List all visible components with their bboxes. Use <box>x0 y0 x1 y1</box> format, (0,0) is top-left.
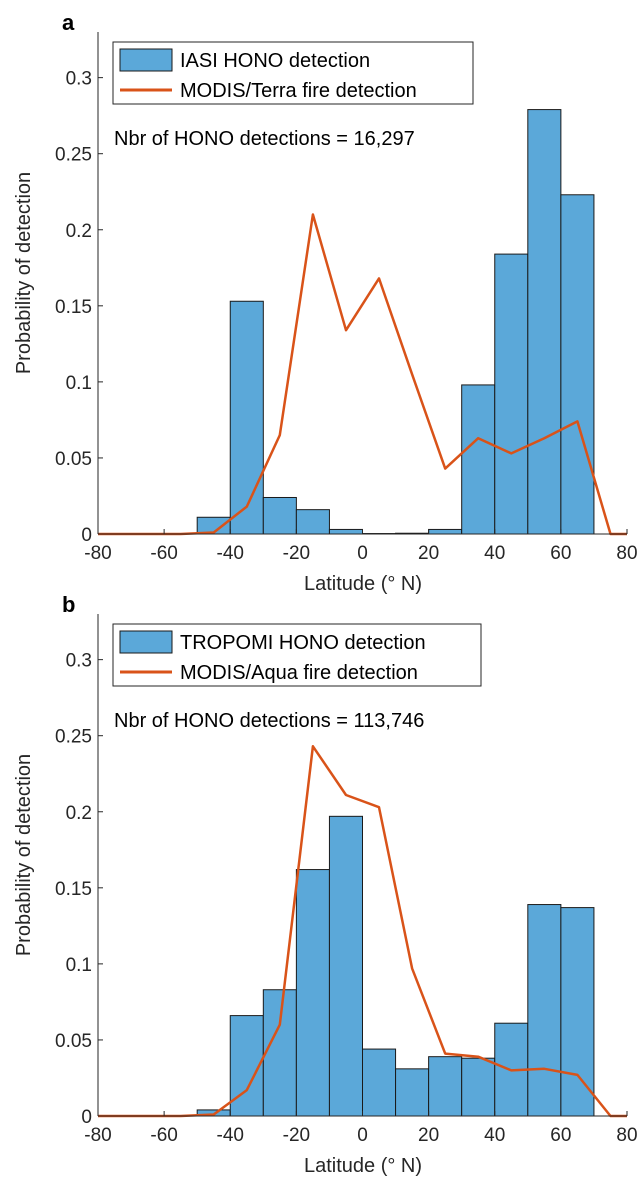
legend-line-label-a: MODIS/Terra fire detection <box>180 80 417 102</box>
histogram-bar-b <box>527 904 562 1117</box>
y-tick-label-a: 0.05 <box>55 449 92 470</box>
histogram-bar-a <box>262 496 297 535</box>
legend-bar-swatch-b <box>119 630 173 654</box>
x-axis-label-b: Latitude (° N) <box>304 1155 422 1177</box>
x-tick-label-a: 60 <box>550 543 571 564</box>
y-tick-label-b: 0.25 <box>55 727 92 748</box>
y-tick-label-a: 0.3 <box>66 69 92 90</box>
y-tick-label-b: 0 <box>81 1107 92 1128</box>
x-tick-label-a: 0 <box>357 543 368 564</box>
x-tick-label-a: -60 <box>150 543 177 564</box>
histogram-bar-a <box>295 509 330 535</box>
x-tick-label-b: -20 <box>283 1125 310 1146</box>
y-axis-label-b: Probability of detection <box>13 754 35 956</box>
legend-a: IASI HONO detection MODIS/Terra fire det… <box>112 41 474 105</box>
histogram-bar-b <box>461 1057 496 1117</box>
x-tick-label-a: 80 <box>616 543 637 564</box>
detections-count-annotation-a: Nbr of HONO detections = 16,297 <box>114 128 415 150</box>
histogram-bar-b <box>362 1048 397 1117</box>
histogram-bar-a <box>328 528 363 535</box>
panel-b: b -80 -60 -40 -20 0 20 40 60 80 0 0.05 0.1 0.15 0.2 0.… <box>13 592 638 1177</box>
histogram-bar-b <box>295 869 330 1117</box>
plot-area-b: -80 -60 -40 -20 0 20 40 60 80 0 0.05 0.1 0.15 0.2 0.25… <box>55 614 638 1146</box>
histogram-bar-a <box>229 300 264 535</box>
detections-count-annotation-b: Nbr of HONO detections = 113,746 <box>114 710 424 732</box>
y-axis-label-a: Probability of detection <box>13 172 35 374</box>
histogram-bar-a <box>494 253 529 535</box>
y-tick-label-b: 0.05 <box>55 1031 92 1052</box>
panel-letter-b: b <box>62 592 75 617</box>
legend-box-a <box>112 41 474 105</box>
histogram-bar-a <box>527 109 562 535</box>
y-tick-label-b: 0.2 <box>66 803 92 824</box>
legend-line-label-b: MODIS/Aqua fire detection <box>180 662 418 684</box>
panel-letter-a: a <box>62 10 75 35</box>
plot-area-a: -80 -60 -40 -20 0 20 40 60 80 0 0.05 0.1 0.15 0.2 0.25… <box>55 32 638 564</box>
x-tick-label-a: -40 <box>217 543 244 564</box>
legend-bar-swatch-a <box>119 48 173 72</box>
x-tick-label-a: -20 <box>283 543 310 564</box>
x-axis-label-a: Latitude (° N) <box>304 573 422 595</box>
histogram-bar-a <box>461 384 496 535</box>
histogram-bar-a <box>560 194 595 535</box>
x-tick-label-a: 20 <box>418 543 439 564</box>
y-tick-label-b: 0.3 <box>66 651 92 672</box>
y-tick-label-a: 0.1 <box>66 373 92 394</box>
x-tick-label-b: -40 <box>217 1125 244 1146</box>
legend-b: TROPOMI HONO detection MODIS/Aqua fire d… <box>112 623 482 687</box>
y-tick-label-a: 0.15 <box>55 297 92 318</box>
x-tick-label-b: -80 <box>84 1125 111 1146</box>
legend-box-b <box>112 623 482 687</box>
histogram-bar-a <box>428 528 463 535</box>
y-tick-label-a: 0 <box>81 525 92 546</box>
histogram-bar-b <box>328 815 363 1117</box>
histogram-bar-b <box>428 1056 463 1117</box>
y-tick-label-b: 0.1 <box>66 955 92 976</box>
histogram-bar-b <box>262 989 297 1117</box>
legend-bar-label-b: TROPOMI HONO detection <box>180 632 426 654</box>
x-tick-label-a: -80 <box>84 543 111 564</box>
panel-a: a -80 -60 -40 -20 0 20 40 60 80 0 0.05 0.1 0.15 0.2 0.… <box>13 10 638 595</box>
y-tick-label-a: 0.2 <box>66 221 92 242</box>
x-tick-label-b: 40 <box>484 1125 505 1146</box>
x-tick-label-b: -60 <box>150 1125 177 1146</box>
y-tick-label-b: 0.15 <box>55 879 92 900</box>
histogram-bar-b <box>560 907 595 1117</box>
y-tick-label-a: 0.25 <box>55 145 92 166</box>
x-tick-label-b: 60 <box>550 1125 571 1146</box>
legend-bar-label-a: IASI HONO detection <box>180 50 370 72</box>
x-tick-label-b: 80 <box>616 1125 637 1146</box>
x-tick-label-a: 40 <box>484 543 505 564</box>
x-tick-label-b: 20 <box>418 1125 439 1146</box>
histogram-bar-b <box>395 1068 430 1117</box>
x-tick-label-b: 0 <box>357 1125 368 1146</box>
